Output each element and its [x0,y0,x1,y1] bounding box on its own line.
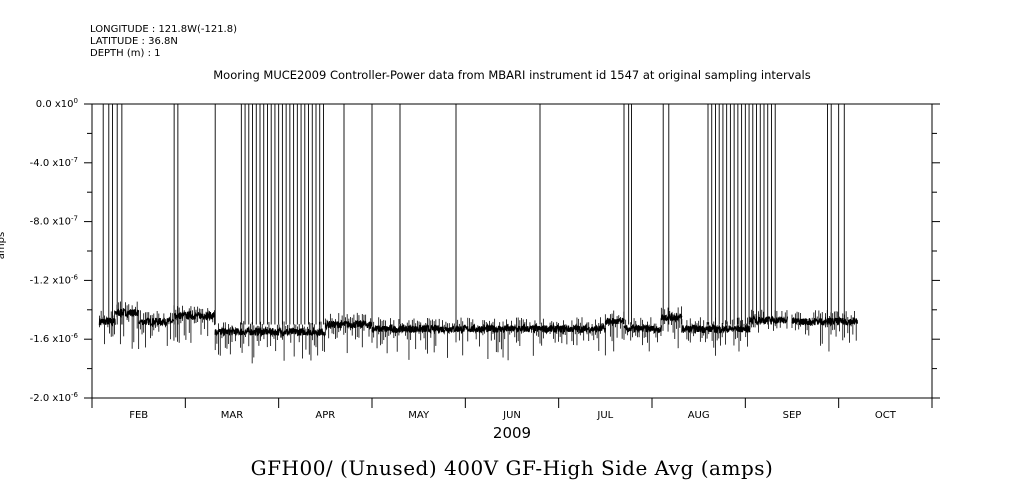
latitude-label: LATITUDE : 36.8N [90,36,178,47]
y-tick-label: -4.0 x10-7 [30,156,78,169]
x-tick-label: MAY [408,410,430,421]
x-tick-label: MAR [221,410,243,421]
metadata-block: LONGITUDE : 121.8W(-121.8) LATITUDE : 36… [90,24,237,60]
y-tick-label: 0.0 x100 [36,97,78,110]
baseline-trace [604,317,625,327]
longitude-label: LONGITUDE : 121.8W(-121.8) [90,24,237,35]
data-layer [98,104,858,364]
x-tick-label: JUN [502,410,521,421]
baseline-trace [214,325,326,339]
baseline-trace [791,316,830,326]
y-tick-label: -2.0 x10-6 [30,391,79,404]
x-tick-label: OCT [875,410,897,421]
chart-title: Mooring MUCE2009 Controller-Power data f… [213,68,811,82]
y-tick-label: -1.2 x10-6 [30,273,79,286]
variable-title: GFH00/ (Unused) 400V GF-High Side Avg (a… [250,456,774,480]
x-tick-label: APR [315,410,335,421]
x-tick-label: SEP [783,410,802,421]
x-axis-label: 2009 [492,424,532,442]
plot-frame [91,103,933,399]
x-tick-label: AUG [688,410,710,421]
y-tick-label: -8.0 x10-7 [30,215,78,228]
y-tick-label: -1.6 x10-6 [30,332,79,345]
baseline-trace [138,316,175,328]
x-tick-label: FEB [129,410,148,421]
depth-label: DEPTH (m) : 1 [90,48,161,59]
axes-layer: 0.0 x100 -4.0 x10-7 -8.0 x10-7 -1.2 x10-6 -1… [30,97,940,421]
y-axis-label: amps [0,231,8,260]
x-tick-label: JUL [596,410,613,421]
